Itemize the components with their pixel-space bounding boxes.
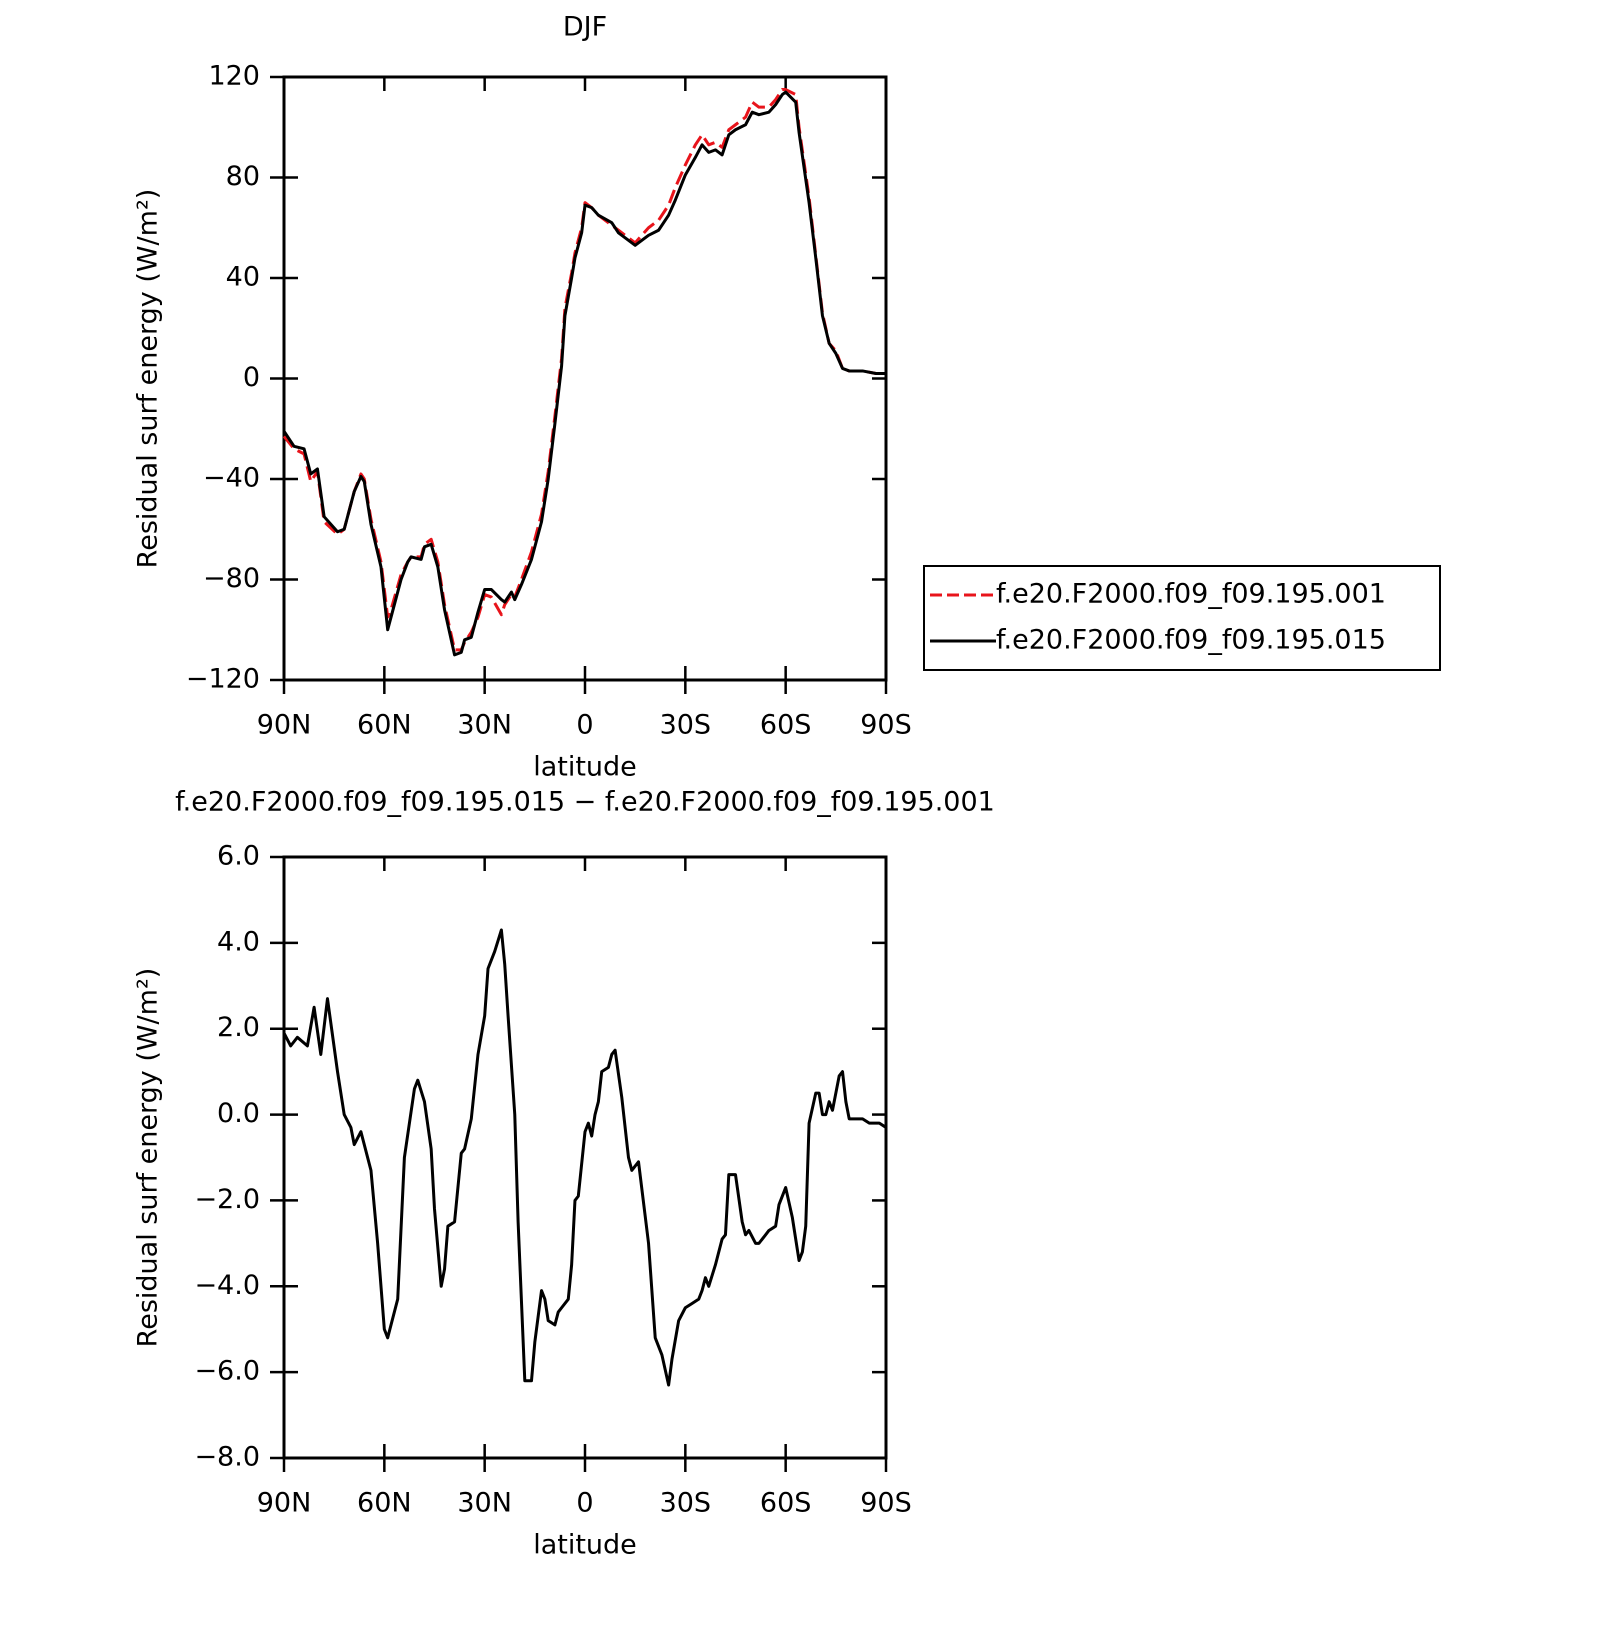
plot-frame [282, 75, 888, 682]
x-tick-label: 30N [457, 710, 512, 741]
x-tick-label: 90S [860, 1488, 912, 1519]
x-tick-label: 30S [660, 710, 712, 741]
x-tick-label: 30S [660, 1488, 712, 1519]
y-tick-label: −6.0 [194, 1356, 260, 1387]
y-tick-label: −40 [203, 463, 260, 494]
x-tick-label: 90S [860, 710, 912, 741]
x-tick-label: 60S [760, 1488, 812, 1519]
y-tick-label: 4.0 [217, 926, 260, 957]
y-tick-label: 0 [243, 362, 260, 393]
y-tick-label: 120 [208, 61, 260, 92]
chart-title: f.e20.F2000.f09_f09.195.015 − f.e20.F200… [175, 787, 995, 818]
y-tick-label: −80 [203, 563, 260, 594]
x-tick-label: 90N [257, 1488, 312, 1519]
legend-box [923, 565, 1441, 671]
legend-label: f.e20.F2000.f09_f09.195.015 [996, 625, 1386, 656]
y-axis-label: Residual surf energy (W/m²) [133, 189, 164, 569]
series-line [282, 928, 887, 1387]
legend-label: f.e20.F2000.f09_f09.195.001 [996, 579, 1386, 610]
y-tick-label: 2.0 [217, 1012, 260, 1043]
y-tick-label: −2.0 [194, 1184, 260, 1215]
x-tick-label: 60S [760, 710, 812, 741]
plot-frame [282, 855, 888, 1460]
series-line [282, 88, 886, 652]
y-tick-label: 40 [226, 262, 260, 293]
x-tick-label: 90N [257, 710, 312, 741]
x-axis-label: latitude [533, 1530, 637, 1561]
x-tick-label: 0 [576, 710, 593, 741]
x-axis-label: latitude [533, 752, 637, 783]
y-tick-label: −120 [186, 664, 260, 695]
series-line [282, 90, 886, 657]
x-tick-label: 60N [357, 710, 412, 741]
y-tick-label: −8.0 [194, 1442, 260, 1473]
x-tick-label: 60N [357, 1488, 412, 1519]
y-tick-label: −4.0 [194, 1270, 260, 1301]
y-tick-label: 80 [226, 161, 260, 192]
x-tick-label: 0 [576, 1488, 593, 1519]
y-tick-label: 0.0 [217, 1098, 260, 1129]
y-axis-label: Residual surf energy (W/m²) [133, 968, 164, 1348]
chart-title: DJF [563, 12, 607, 43]
y-tick-label: 6.0 [217, 841, 260, 872]
x-tick-label: 30N [457, 1488, 512, 1519]
